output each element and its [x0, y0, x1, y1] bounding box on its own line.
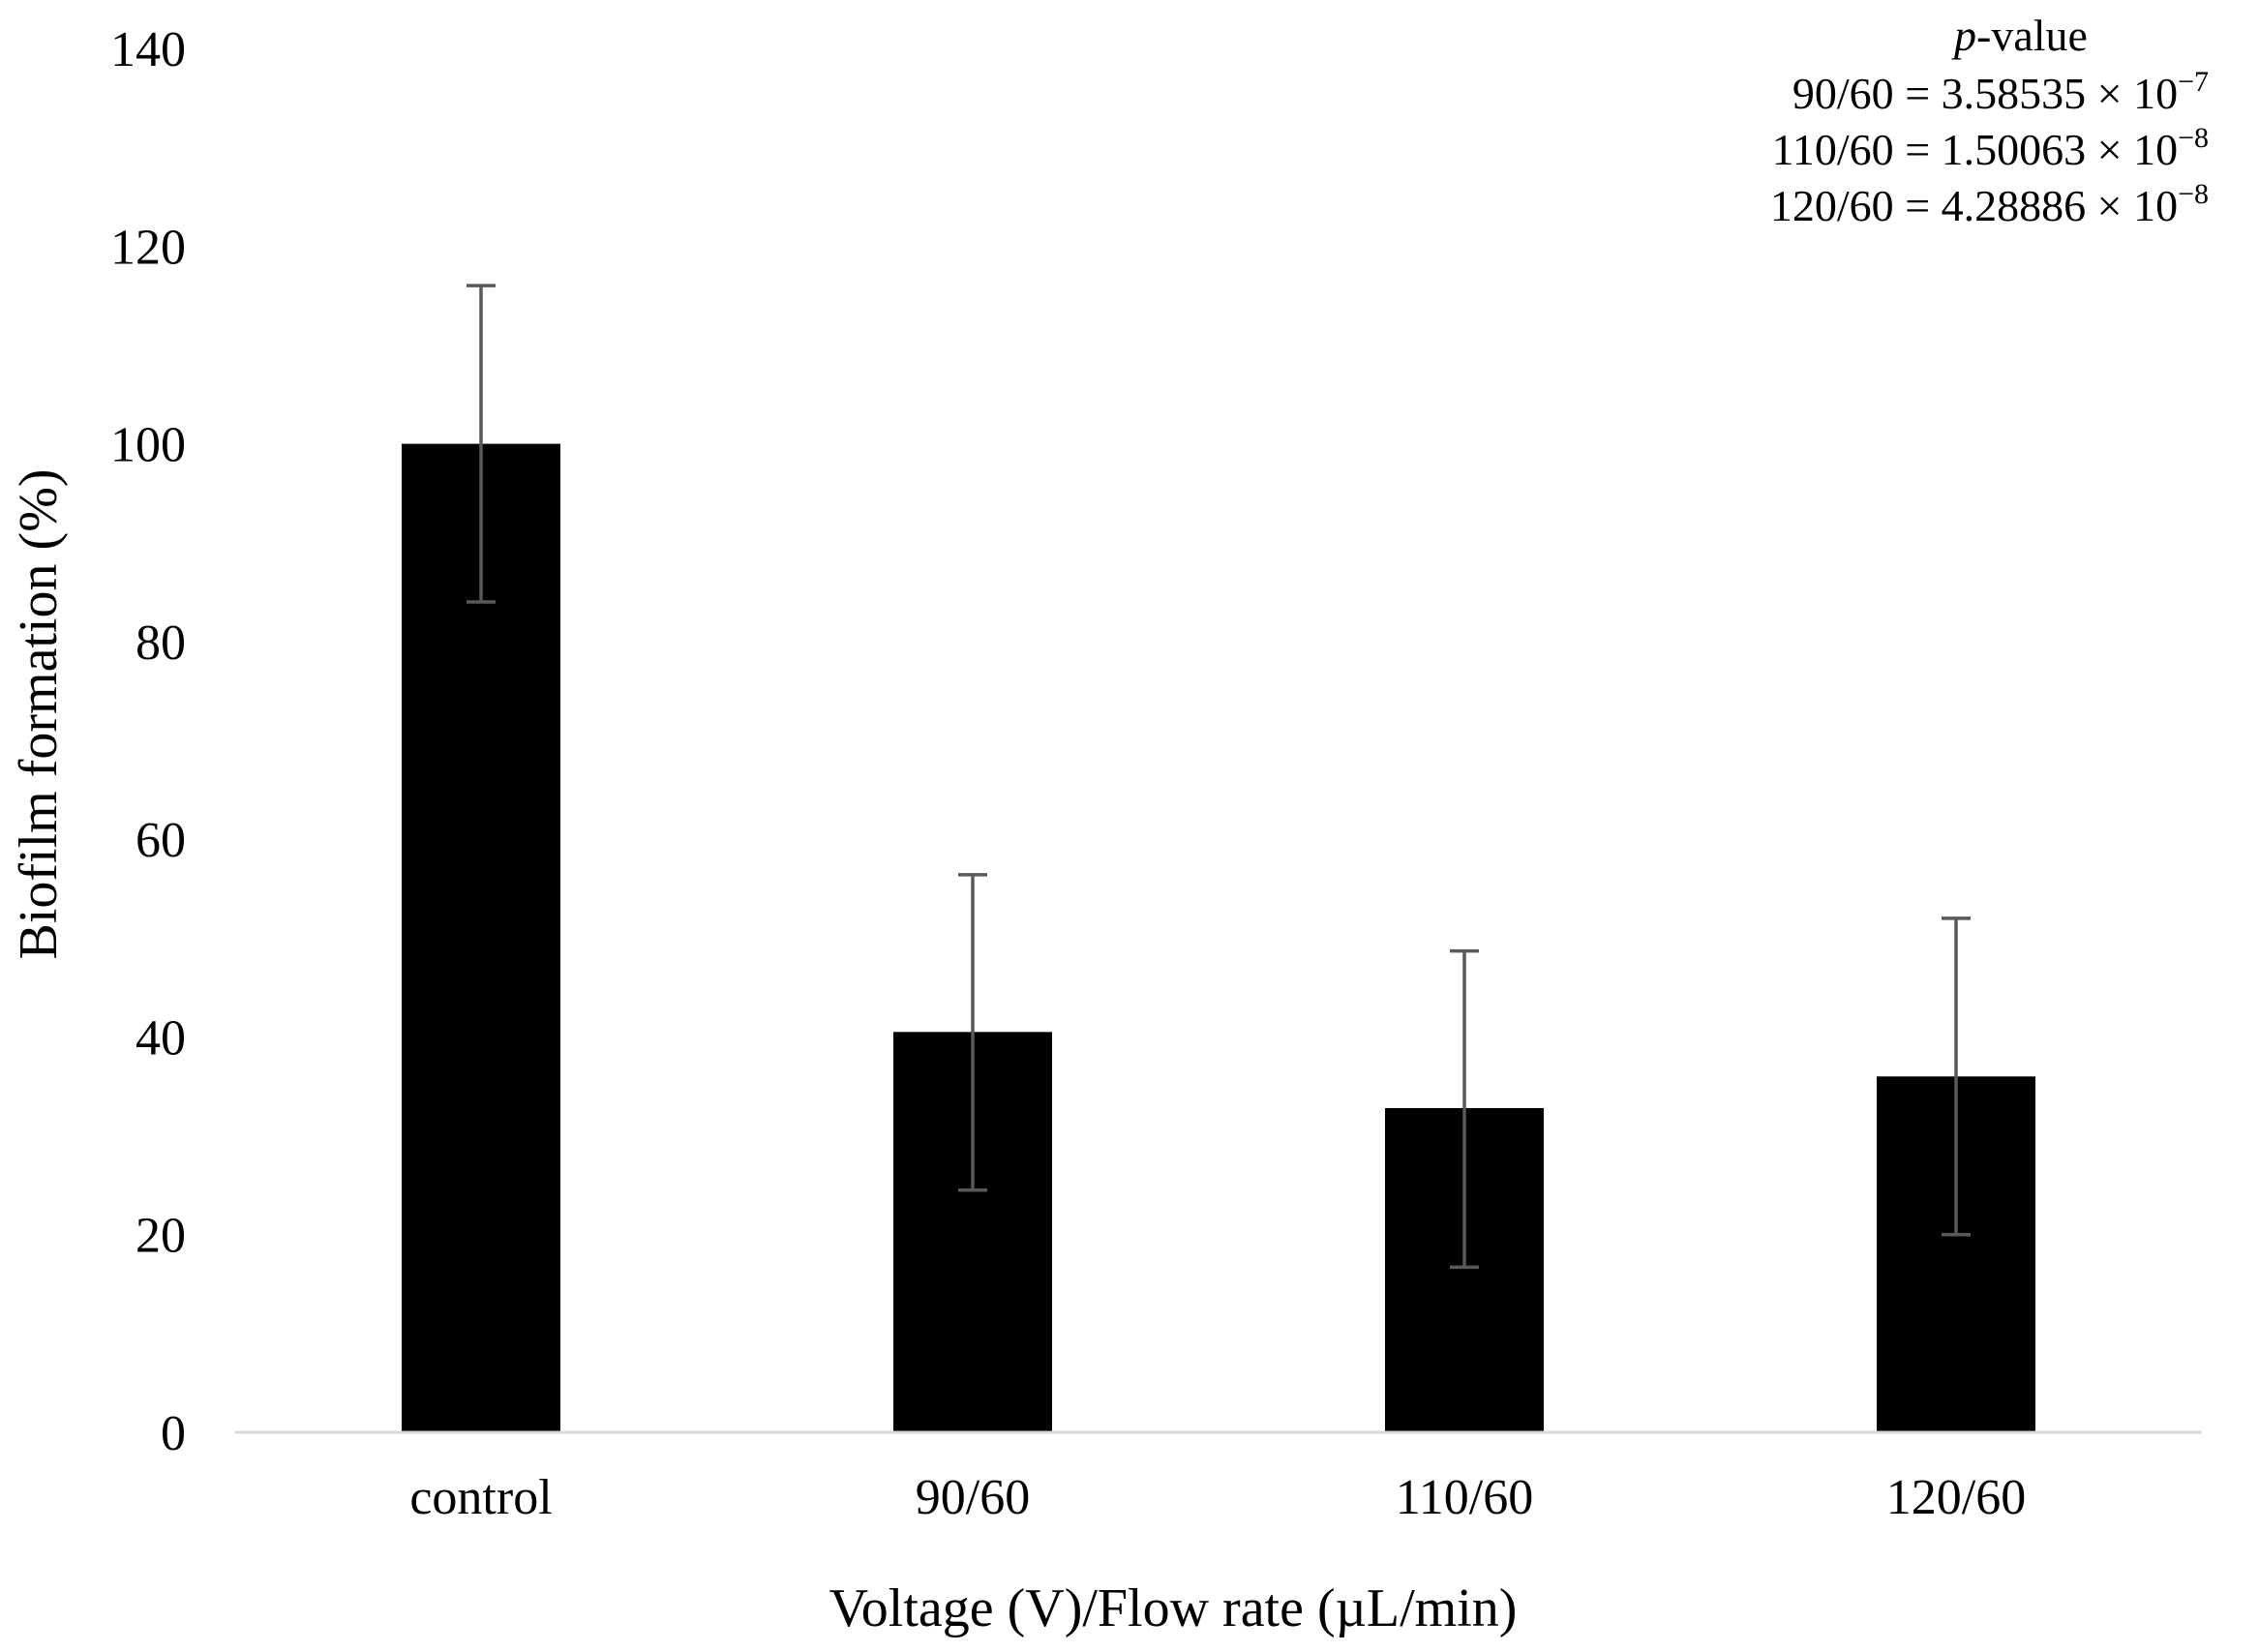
x-axis-ticks: control 90/60 110/60 120/60 [409, 1470, 2026, 1525]
p-value-line-2-exp: −8 [2178, 122, 2209, 154]
x-tick-label: 110/60 [1396, 1470, 1534, 1525]
p-value-line-2-eq: = 1.50063 × 10 [1894, 125, 2178, 174]
p-value-line-3-label: 120/60 [1770, 181, 1894, 230]
y-axis-title: Biofilm formation (%) [9, 468, 69, 959]
x-tick-label: 90/60 [916, 1470, 1030, 1525]
y-axis-ticks: 0 20 40 60 80 100 120 140 [110, 22, 186, 1461]
y-tick-label: 80 [136, 616, 186, 671]
y-tick-label: 20 [136, 1209, 186, 1264]
error-bar [1450, 948, 1479, 1270]
p-value-line-3-exp: −8 [2178, 178, 2209, 210]
error-bar [467, 284, 496, 604]
p-value-line-2: 110/60 = 1.50063 × 10−8 [1772, 122, 2209, 174]
y-tick-label: 0 [161, 1406, 186, 1461]
p-value-annotation: p-value 90/60 = 3.58535 × 10−7 110/60 = … [1770, 11, 2209, 230]
bars [402, 443, 2035, 1433]
p-value-title-p: p [1951, 11, 1976, 60]
y-tick-label: 100 [110, 418, 186, 473]
x-tick-label: 120/60 [1886, 1470, 2026, 1525]
y-tick-label: 60 [136, 813, 186, 868]
error-bar [1942, 916, 1971, 1237]
p-value-line-3: 120/60 = 4.28886 × 10−8 [1770, 178, 2209, 230]
p-value-title-rest: -value [1976, 11, 2088, 60]
x-axis-title: Voltage (V)/Flow rate (µL/min) [829, 1578, 1518, 1638]
p-value-line-1-exp: −7 [2178, 66, 2209, 98]
p-value-line-1: 90/60 = 3.58535 × 10−7 [1792, 66, 2209, 118]
x-tick-label: control [409, 1470, 552, 1525]
p-value-title: p-value [1951, 11, 2088, 60]
bar [402, 443, 560, 1433]
error-bar [958, 873, 987, 1192]
p-value-line-1-eq: = 3.58535 × 10 [1894, 69, 2178, 118]
y-tick-label: 140 [110, 22, 186, 77]
error-bars [467, 284, 1971, 1270]
p-value-line-2-label: 110/60 [1772, 125, 1894, 174]
y-tick-label: 40 [136, 1010, 186, 1066]
y-tick-label: 120 [110, 220, 186, 275]
p-value-line-3-eq: = 4.28886 × 10 [1894, 181, 2178, 230]
p-value-line-1-label: 90/60 [1792, 69, 1894, 118]
